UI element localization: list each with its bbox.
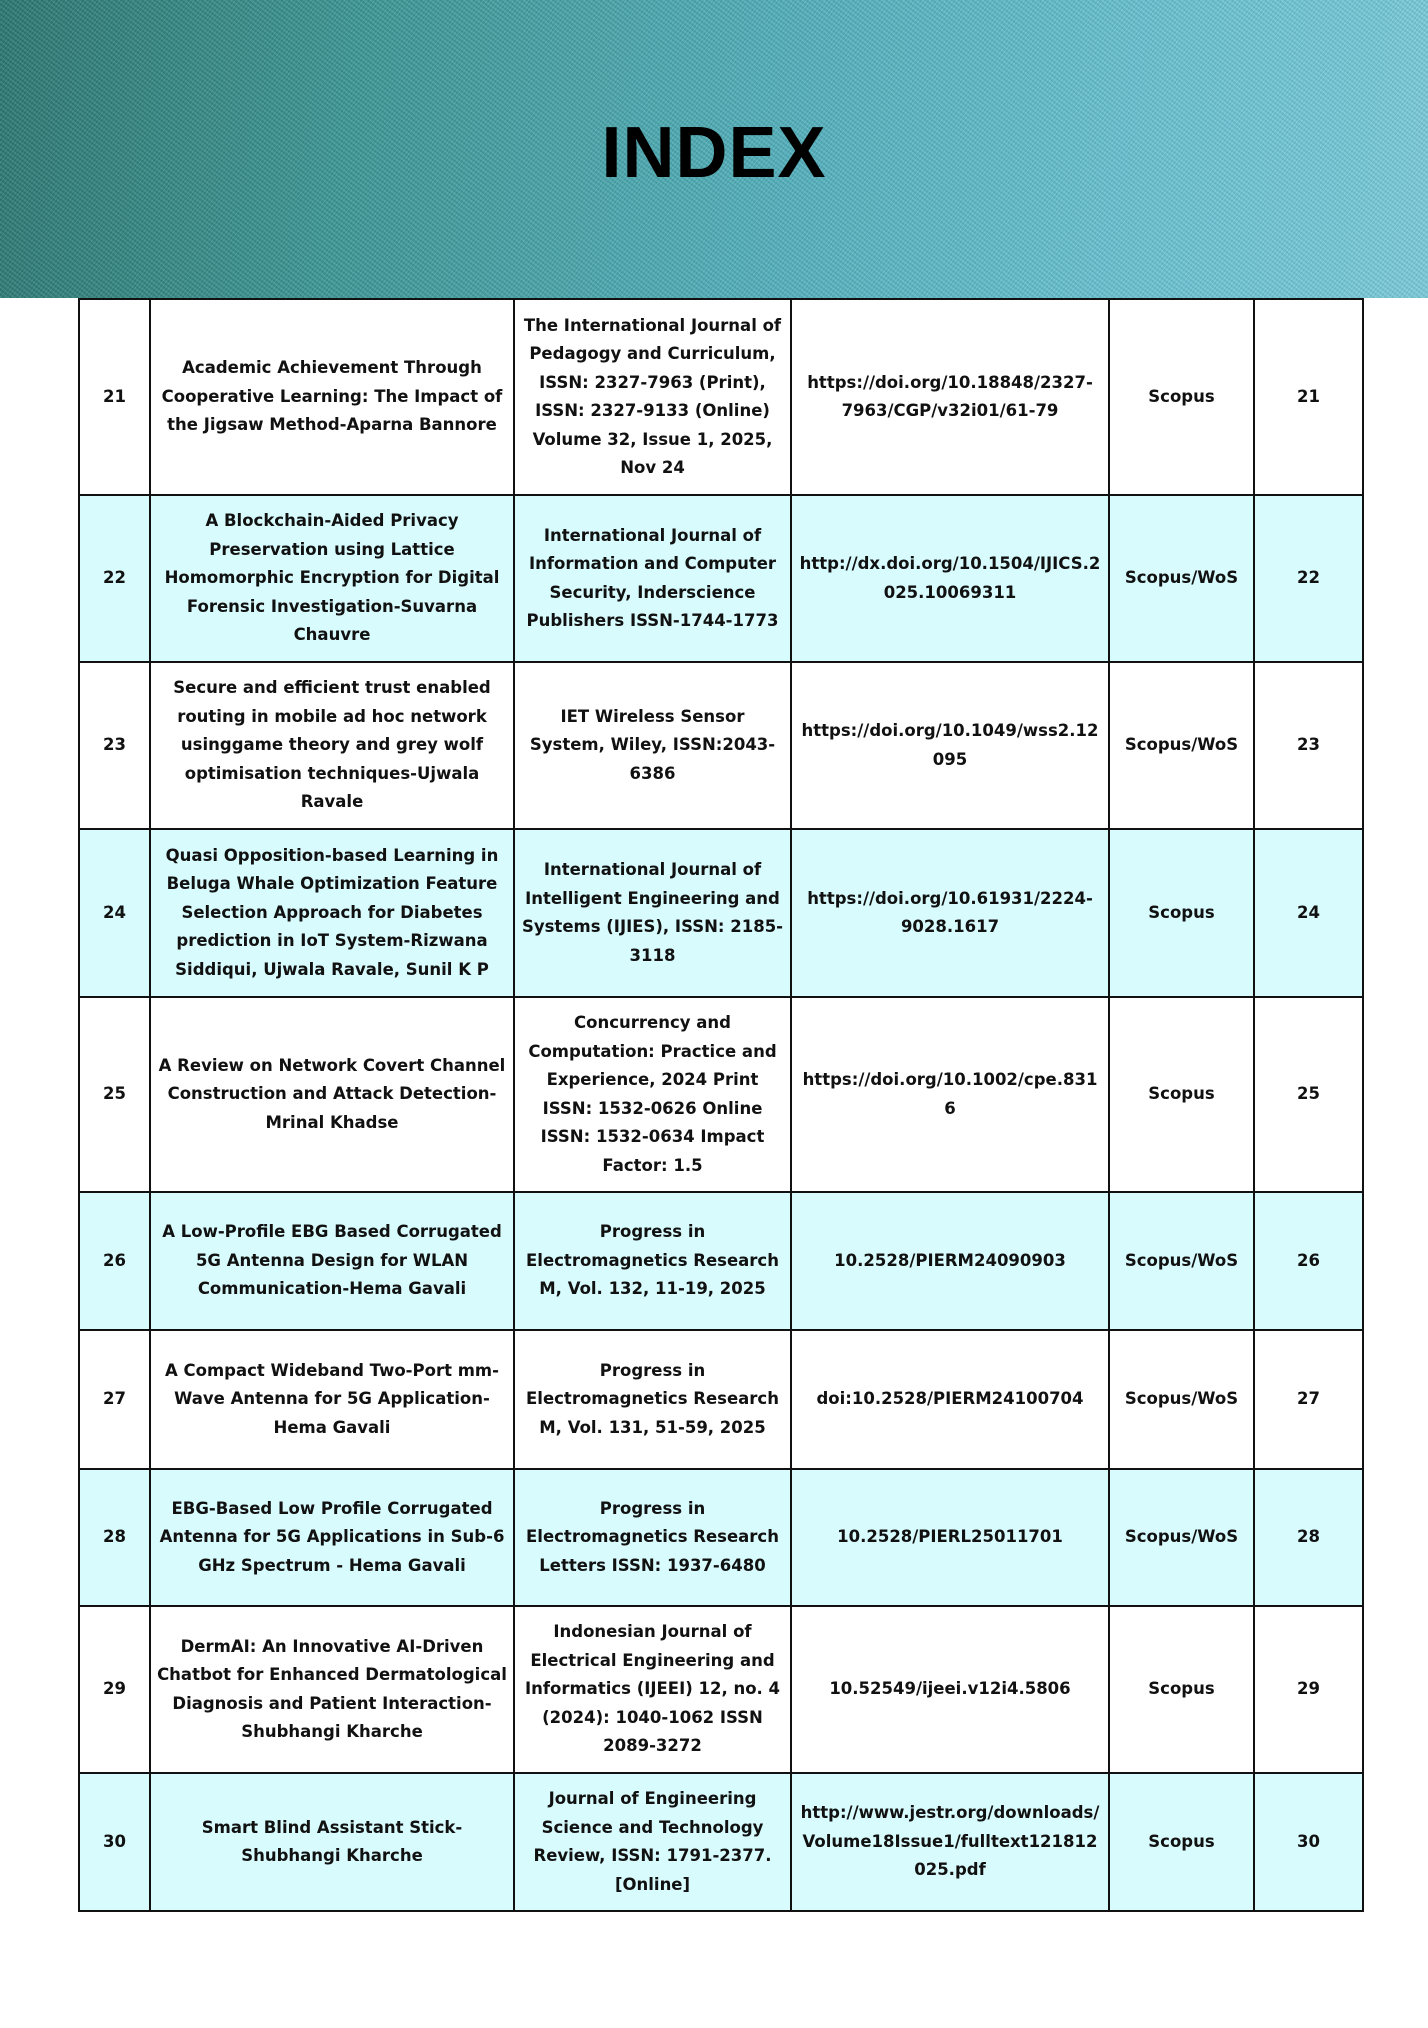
table-row: 30 Smart Blind Assistant Stick-Shubhangi … — [78, 1772, 1364, 1912]
doi-link[interactable]: 10.52549/ijeei.v12i4.5806 — [790, 1605, 1110, 1774]
paper-title: A Blockchain-Aided Privacy Preservation … — [149, 494, 515, 663]
table-row: 24 Quasi Opposition-based Learning in Bel… — [78, 828, 1364, 998]
row-number: 28 — [78, 1468, 151, 1607]
journal-details: Indonesian Journal of Electrical Enginee… — [513, 1605, 792, 1774]
doi-link[interactable]: http://dx.doi.org/10.1504/IJICS.2025.100… — [790, 494, 1110, 663]
row-number: 27 — [78, 1329, 151, 1470]
page-number: 22 — [1253, 494, 1364, 663]
indexing: Scopus — [1108, 298, 1255, 496]
doi-link[interactable]: https://doi.org/10.18848/2327-7963/CGP/v… — [790, 298, 1110, 496]
journal-details: Progress in Electromagnetics Research M,… — [513, 1329, 792, 1470]
row-number: 25 — [78, 996, 151, 1193]
row-number: 22 — [78, 494, 151, 663]
doi-link[interactable]: 10.2528/PIERM24090903 — [790, 1191, 1110, 1331]
journal-details: Journal of Engineering Science and Techn… — [513, 1772, 792, 1912]
page-number: 23 — [1253, 661, 1364, 830]
journal-details: International Journal of Intelligent Eng… — [513, 828, 792, 998]
indexing: Scopus/WoS — [1108, 1191, 1255, 1331]
paper-title: Smart Blind Assistant Stick-Shubhangi Kh… — [149, 1772, 515, 1912]
paper-title: A Low-Profile EBG Based Corrugated 5G An… — [149, 1191, 515, 1331]
table-row: 21 Academic Achievement Through Cooperati… — [78, 298, 1364, 496]
table-row: 25 A Review on Network Covert Channel Con… — [78, 996, 1364, 1193]
paper-title: EBG-Based Low Profile Corrugated Antenna… — [149, 1468, 515, 1607]
page-number: 24 — [1253, 828, 1364, 998]
page-number: 30 — [1253, 1772, 1364, 1912]
page-title: INDEX — [601, 113, 827, 193]
doi-link[interactable]: 10.2528/PIERL25011701 — [790, 1468, 1110, 1607]
indexing: Scopus/WoS — [1108, 661, 1255, 830]
table-row: 22 A Blockchain-Aided Privacy Preservatio… — [78, 494, 1364, 663]
page-number: 29 — [1253, 1605, 1364, 1774]
header-banner — [0, 0, 1428, 298]
page-number: 25 — [1253, 996, 1364, 1193]
page-number: 26 — [1253, 1191, 1364, 1331]
journal-details: Progress in Electromagnetics Research M,… — [513, 1191, 792, 1331]
doi-link[interactable]: http://www.jestr.org/downloads/Volume18I… — [790, 1772, 1110, 1912]
doi-link[interactable]: doi:10.2528/PIERM24100704 — [790, 1329, 1110, 1470]
table-row: 27 A Compact Wideband Two-Port mm-Wave An… — [78, 1329, 1364, 1470]
indexing: Scopus/WoS — [1108, 1329, 1255, 1470]
doi-link[interactable]: https://doi.org/10.1049/wss2.12095 — [790, 661, 1110, 830]
journal-details: Progress in Electromagnetics Research Le… — [513, 1468, 792, 1607]
page-number: 28 — [1253, 1468, 1364, 1607]
paper-title: Secure and efficient trust enabled routi… — [149, 661, 515, 830]
journal-details: The International Journal of Pedagogy an… — [513, 298, 792, 496]
row-number: 23 — [78, 661, 151, 830]
journal-details: International Journal of Information and… — [513, 494, 792, 663]
journal-details: Concurrency and Computation: Practice an… — [513, 996, 792, 1193]
indexing: Scopus/WoS — [1108, 1468, 1255, 1607]
index-table: 21 Academic Achievement Through Cooperati… — [78, 298, 1364, 1912]
page-number: 21 — [1253, 298, 1364, 496]
indexing: Scopus — [1108, 996, 1255, 1193]
indexing: Scopus — [1108, 1605, 1255, 1774]
indexing: Scopus/WoS — [1108, 494, 1255, 663]
table-row: 23 Secure and efficient trust enabled rou… — [78, 661, 1364, 830]
table-row: 29 DermAI: An Innovative AI-Driven Chatbo… — [78, 1605, 1364, 1774]
doi-link[interactable]: https://doi.org/10.1002/cpe.8316 — [790, 996, 1110, 1193]
row-number: 26 — [78, 1191, 151, 1331]
paper-title: Academic Achievement Through Cooperative… — [149, 298, 515, 496]
paper-title: A Review on Network Covert Channel Const… — [149, 996, 515, 1193]
page-number: 27 — [1253, 1329, 1364, 1470]
indexing: Scopus — [1108, 828, 1255, 998]
row-number: 30 — [78, 1772, 151, 1912]
table-row: 28 EBG-Based Low Profile Corrugated Anten… — [78, 1468, 1364, 1607]
table-row: 26 A Low-Profile EBG Based Corrugated 5G … — [78, 1191, 1364, 1331]
row-number: 29 — [78, 1605, 151, 1774]
row-number: 21 — [78, 298, 151, 496]
paper-title: Quasi Opposition-based Learning in Belug… — [149, 828, 515, 998]
doi-link[interactable]: https://doi.org/10.61931/2224-9028.1617 — [790, 828, 1110, 998]
journal-details: IET Wireless Sensor System, Wiley, ISSN:… — [513, 661, 792, 830]
row-number: 24 — [78, 828, 151, 998]
paper-title: DermAI: An Innovative AI-Driven Chatbot … — [149, 1605, 515, 1774]
paper-title: A Compact Wideband Two-Port mm-Wave Ante… — [149, 1329, 515, 1470]
indexing: Scopus — [1108, 1772, 1255, 1912]
